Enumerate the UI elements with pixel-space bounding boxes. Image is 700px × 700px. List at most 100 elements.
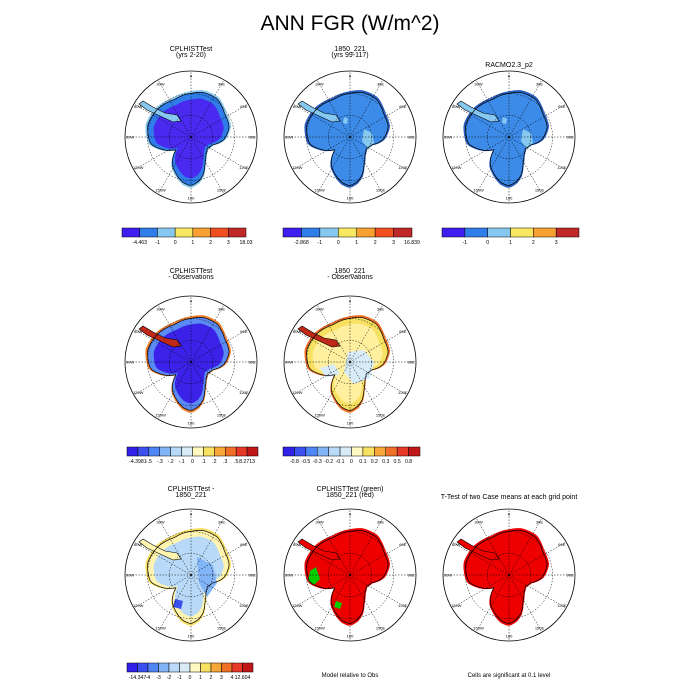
longitude-label: 150W bbox=[473, 187, 484, 192]
colorbar-swatch bbox=[157, 227, 176, 238]
meridian bbox=[508, 136, 543, 195]
longitude-label: 30E bbox=[218, 307, 225, 312]
meridian bbox=[190, 574, 225, 633]
panel-title: 1850_221 bbox=[334, 268, 365, 275]
green-cells bbox=[308, 567, 320, 585]
longitude-label: 0 bbox=[508, 74, 511, 79]
longitude-label: 180 bbox=[347, 196, 354, 201]
colorbar: -0.8 -0.5 -0.3 -0.2 -0.1 0 0.1 0.2 0.3 0.5 0.8 bbox=[282, 446, 421, 465]
longitude-label: 150W bbox=[473, 625, 484, 630]
coastline bbox=[465, 529, 548, 624]
colorbar-tick-label: -4.3981 bbox=[129, 459, 147, 465]
panel-title: T-Test of two Case means at each grid po… bbox=[441, 494, 578, 501]
meridian bbox=[190, 136, 249, 171]
meridian bbox=[451, 136, 510, 171]
colorbar-swatch bbox=[385, 446, 398, 457]
coastline bbox=[147, 316, 230, 411]
meridian bbox=[475, 79, 510, 138]
longitude-label: 60E bbox=[558, 104, 565, 109]
longitude-label: 30E bbox=[377, 82, 384, 87]
panel-title: 1850_221 (red) bbox=[326, 492, 374, 499]
latitude-circle bbox=[465, 531, 553, 619]
colorbar-tick-label: 0.8 bbox=[405, 459, 412, 465]
panel-title: RACMO2.3_p2 bbox=[485, 62, 533, 69]
meridian bbox=[292, 361, 351, 396]
colorbar-tick-label: 2 bbox=[374, 240, 377, 246]
peninsula bbox=[297, 538, 341, 561]
colorbar-tick-label: -.1 bbox=[179, 459, 185, 465]
colorbar-swatch bbox=[181, 446, 193, 457]
panel-p3: RACMO2.3_p2 0 30E 60E 90E 120E 150E 180 150W 120W… bbox=[441, 62, 580, 246]
colorbar-tick-label: -4.463 bbox=[132, 240, 147, 246]
longitude-label: 180 bbox=[506, 196, 513, 201]
meridian bbox=[508, 517, 543, 576]
longitude-label: 60W bbox=[293, 329, 301, 334]
longitude-label: 180 bbox=[347, 421, 354, 426]
longitude-label: 120W bbox=[133, 165, 144, 170]
longitude-label: 30E bbox=[377, 307, 384, 312]
latitude-circle bbox=[147, 318, 235, 406]
map-border bbox=[124, 508, 258, 642]
panel-title: (yrs 99-117) bbox=[331, 52, 368, 59]
longitude-label: 30W bbox=[156, 82, 164, 87]
colorbar-swatch bbox=[179, 662, 191, 673]
longitude-label: 120W bbox=[133, 390, 144, 395]
colorbar-swatch bbox=[282, 227, 302, 238]
colorbar-swatch bbox=[374, 227, 394, 238]
map-border bbox=[124, 295, 258, 429]
longitude-label: 30W bbox=[156, 307, 164, 312]
colorbar-swatch bbox=[126, 446, 139, 457]
colorbar-swatch bbox=[137, 446, 150, 457]
meridian bbox=[190, 361, 249, 396]
longitude-label: 30W bbox=[474, 82, 482, 87]
colorbar-tick-label: 12.604 bbox=[235, 675, 251, 681]
meridian bbox=[157, 574, 192, 633]
meridian bbox=[190, 136, 225, 195]
colorbar-tick-label: 0 bbox=[191, 459, 194, 465]
colorbar-tick-label: -3 bbox=[156, 675, 161, 681]
longitude-label: 120E bbox=[239, 390, 249, 395]
colorbar-tick-label: 3 bbox=[227, 240, 230, 246]
longitude-label: 60W bbox=[452, 104, 460, 109]
colorbar-tick-label: -14.347 bbox=[129, 675, 147, 681]
colorbar: -1 0 1 2 3 bbox=[441, 227, 580, 246]
longitude-label: 60E bbox=[399, 542, 406, 547]
colorbar-tick-label: -2 bbox=[167, 675, 172, 681]
peninsula bbox=[138, 100, 182, 123]
colorbar-tick-label: -2.868 bbox=[294, 240, 309, 246]
map-border bbox=[283, 295, 417, 429]
meridian bbox=[316, 79, 351, 138]
coastline bbox=[465, 91, 548, 186]
peninsula bbox=[138, 325, 182, 348]
panel-p8: CPLHISTTest (green)1850_221 (red) 0 30E 60E… bbox=[283, 486, 417, 679]
longitude-label: 60E bbox=[558, 542, 565, 547]
longitude-label: 150E bbox=[376, 412, 386, 417]
longitude-label: 90W bbox=[126, 135, 134, 140]
colorbar-tick-label: -1 bbox=[318, 240, 323, 246]
colorbar-swatch bbox=[137, 662, 149, 673]
colorbar-tick-label: 1 bbox=[191, 240, 194, 246]
meridian bbox=[157, 79, 192, 138]
colorbar-swatch bbox=[139, 227, 158, 238]
field-patch bbox=[521, 129, 533, 149]
coastline bbox=[147, 529, 230, 624]
meridian bbox=[316, 574, 351, 633]
colorbar-swatch bbox=[170, 446, 182, 457]
meridian bbox=[349, 328, 408, 363]
colorbar-swatch bbox=[282, 446, 295, 457]
meridian bbox=[190, 304, 225, 363]
meridian bbox=[157, 517, 192, 576]
meridian bbox=[316, 361, 351, 420]
meridian bbox=[190, 517, 225, 576]
colorbar-swatch bbox=[319, 227, 339, 238]
colorbar-tick-label: .5 bbox=[234, 459, 238, 465]
longitude-label: 60E bbox=[240, 542, 247, 547]
meridian bbox=[316, 517, 351, 576]
colorbar-swatch bbox=[221, 662, 233, 673]
longitude-label: 0 bbox=[508, 512, 511, 517]
longitude-label: 150W bbox=[314, 412, 325, 417]
panel-title: (yrs 2-20) bbox=[176, 52, 206, 59]
colorbar-tick-label: 2 bbox=[532, 240, 535, 246]
colorbar-swatch bbox=[228, 227, 247, 238]
colorbar-tick-label: 1 bbox=[355, 240, 358, 246]
